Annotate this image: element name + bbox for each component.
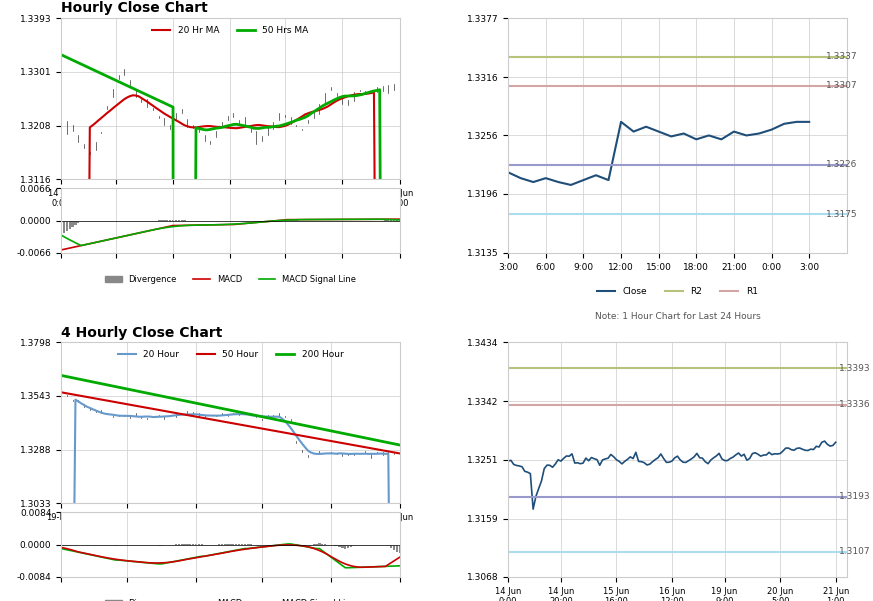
Legend: Close, R2, R1: Close, R2, R1 <box>594 284 761 300</box>
Text: 1.3193: 1.3193 <box>839 492 871 501</box>
Bar <box>60 221 62 236</box>
Bar <box>65 221 68 231</box>
Legend: Divergence, MACD, MACD Signal Line: Divergence, MACD, MACD Signal Line <box>101 596 360 601</box>
Bar <box>321 543 323 545</box>
Text: 1.3336: 1.3336 <box>839 400 871 409</box>
Bar <box>63 545 65 546</box>
Text: Hourly Close Chart: Hourly Close Chart <box>61 1 208 16</box>
Bar <box>77 221 79 222</box>
Bar <box>399 545 401 554</box>
Bar <box>319 543 320 545</box>
Bar <box>65 545 68 546</box>
Text: 1.3226: 1.3226 <box>826 160 857 169</box>
Text: 1.3175: 1.3175 <box>826 210 857 219</box>
Bar <box>399 220 401 221</box>
Bar <box>335 545 338 546</box>
Bar <box>350 545 352 546</box>
Bar <box>315 544 318 545</box>
Bar <box>172 219 175 221</box>
Bar <box>344 545 347 549</box>
Bar <box>395 220 398 221</box>
Bar <box>353 545 355 546</box>
Bar <box>333 545 335 546</box>
Bar <box>347 545 349 548</box>
Bar <box>395 545 398 552</box>
Text: 1.3337: 1.3337 <box>826 52 857 61</box>
Text: 1.3107: 1.3107 <box>839 548 871 557</box>
Bar <box>157 545 160 546</box>
Text: 4 Hourly Close Chart: 4 Hourly Close Chart <box>61 326 223 340</box>
Bar <box>69 545 71 546</box>
Bar <box>72 221 73 227</box>
Bar <box>63 221 65 233</box>
Bar <box>339 545 340 547</box>
Bar <box>169 220 171 221</box>
Bar <box>387 545 389 546</box>
Bar <box>292 544 295 545</box>
Bar <box>72 545 73 546</box>
Text: 1.3307: 1.3307 <box>826 82 857 91</box>
Bar <box>393 545 395 550</box>
Bar <box>60 545 62 546</box>
Bar <box>69 221 71 229</box>
Bar <box>286 544 289 545</box>
Bar <box>114 545 117 546</box>
Bar <box>161 545 162 546</box>
Bar <box>74 221 77 225</box>
Legend: Divergence, MACD, MACD Signal Line: Divergence, MACD, MACD Signal Line <box>101 272 360 287</box>
Legend: 20 Hr MA, 50 Hrs MA: 20 Hr MA, 50 Hrs MA <box>148 23 313 39</box>
Bar <box>341 545 343 548</box>
Bar <box>175 220 177 221</box>
Legend: 20 Hour, 50 Hour, 200 Hour: 20 Hour, 50 Hour, 200 Hour <box>113 347 347 363</box>
Bar <box>244 544 246 545</box>
Bar <box>284 544 286 545</box>
Text: Note: 1 Hour Chart for Last 24 Hours: Note: 1 Hour Chart for Last 24 Hours <box>595 312 760 320</box>
Bar <box>290 544 292 545</box>
Bar <box>390 545 392 548</box>
Text: 1.3393: 1.3393 <box>839 364 871 373</box>
